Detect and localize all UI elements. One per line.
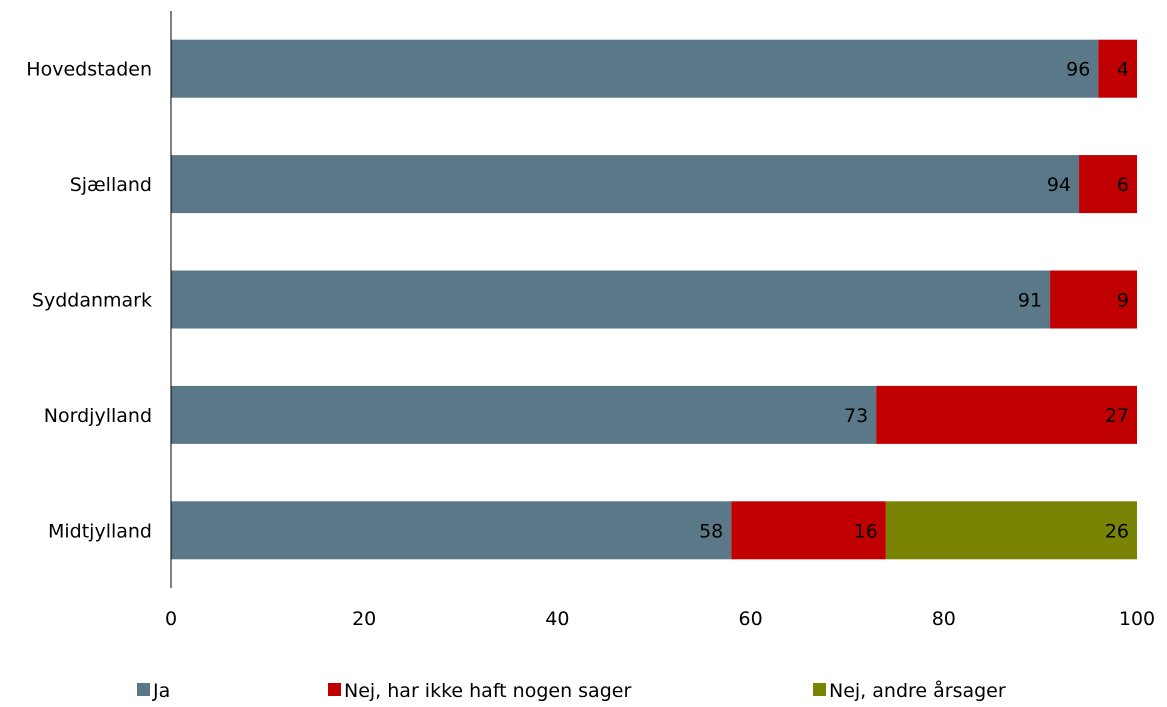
- legend-swatch: [813, 683, 826, 696]
- legend-swatch: [137, 683, 150, 696]
- bar-midtjylland-series-2: [885, 501, 1137, 560]
- bar-sjælland-series-1: [1079, 155, 1137, 214]
- bar-syddanmark-series-1: [1050, 270, 1137, 329]
- x-tick-label: 60: [739, 608, 763, 630]
- legend-label: Nej, andre årsager: [829, 679, 1006, 702]
- data-label: 6: [1117, 174, 1129, 196]
- category-label: Nordjylland: [44, 405, 152, 427]
- bar-midtjylland-series-1: [731, 501, 886, 560]
- category-label: Syddanmark: [32, 290, 152, 312]
- bar-sjælland-series-0: [171, 155, 1080, 214]
- x-tick-label: 80: [932, 608, 956, 630]
- data-label: 91: [1018, 290, 1042, 312]
- data-label: 26: [1105, 520, 1129, 542]
- data-label: 9: [1117, 290, 1129, 312]
- x-tick-labels: 0 20 40 60 80 100: [165, 608, 1155, 630]
- legend-label: Nej, har ikke haft nogen sager: [344, 680, 631, 702]
- x-tick-label: 100: [1119, 608, 1155, 630]
- data-label: 96: [1066, 59, 1090, 81]
- legend: Ja Nej, har ikke haft nogen sager Nej, and…: [137, 679, 1006, 702]
- bar-nordjylland-series-0: [171, 385, 877, 444]
- data-label: 16: [854, 520, 878, 542]
- bar-hovedstaden-series-0: [171, 39, 1099, 98]
- bar-hovedstaden-series-1: [1098, 39, 1137, 98]
- bars-layer: 96 4 94 6 91 9 73 27 58 16 26: [171, 39, 1137, 560]
- category-labels: Hovedstaden Sjælland Syddanmark Nordjylland…: [26, 59, 152, 543]
- x-tick-label: 40: [545, 608, 569, 630]
- x-tick-label: 0: [165, 608, 177, 630]
- legend-swatch: [328, 683, 341, 696]
- category-label: Sjælland: [70, 174, 152, 196]
- data-label: 94: [1047, 174, 1071, 196]
- data-label: 27: [1105, 405, 1129, 427]
- legend-label: Ja: [152, 680, 170, 702]
- data-label: 73: [844, 405, 868, 427]
- category-label: Midtjylland: [48, 520, 152, 542]
- data-label: 4: [1117, 59, 1129, 81]
- category-label: Hovedstaden: [26, 59, 152, 81]
- x-tick-label: 20: [352, 608, 376, 630]
- bar-nordjylland-series-1: [876, 385, 1137, 444]
- bar-midtjylland-series-0: [171, 501, 732, 560]
- bar-syddanmark-series-0: [171, 270, 1051, 329]
- data-label: 58: [699, 520, 723, 542]
